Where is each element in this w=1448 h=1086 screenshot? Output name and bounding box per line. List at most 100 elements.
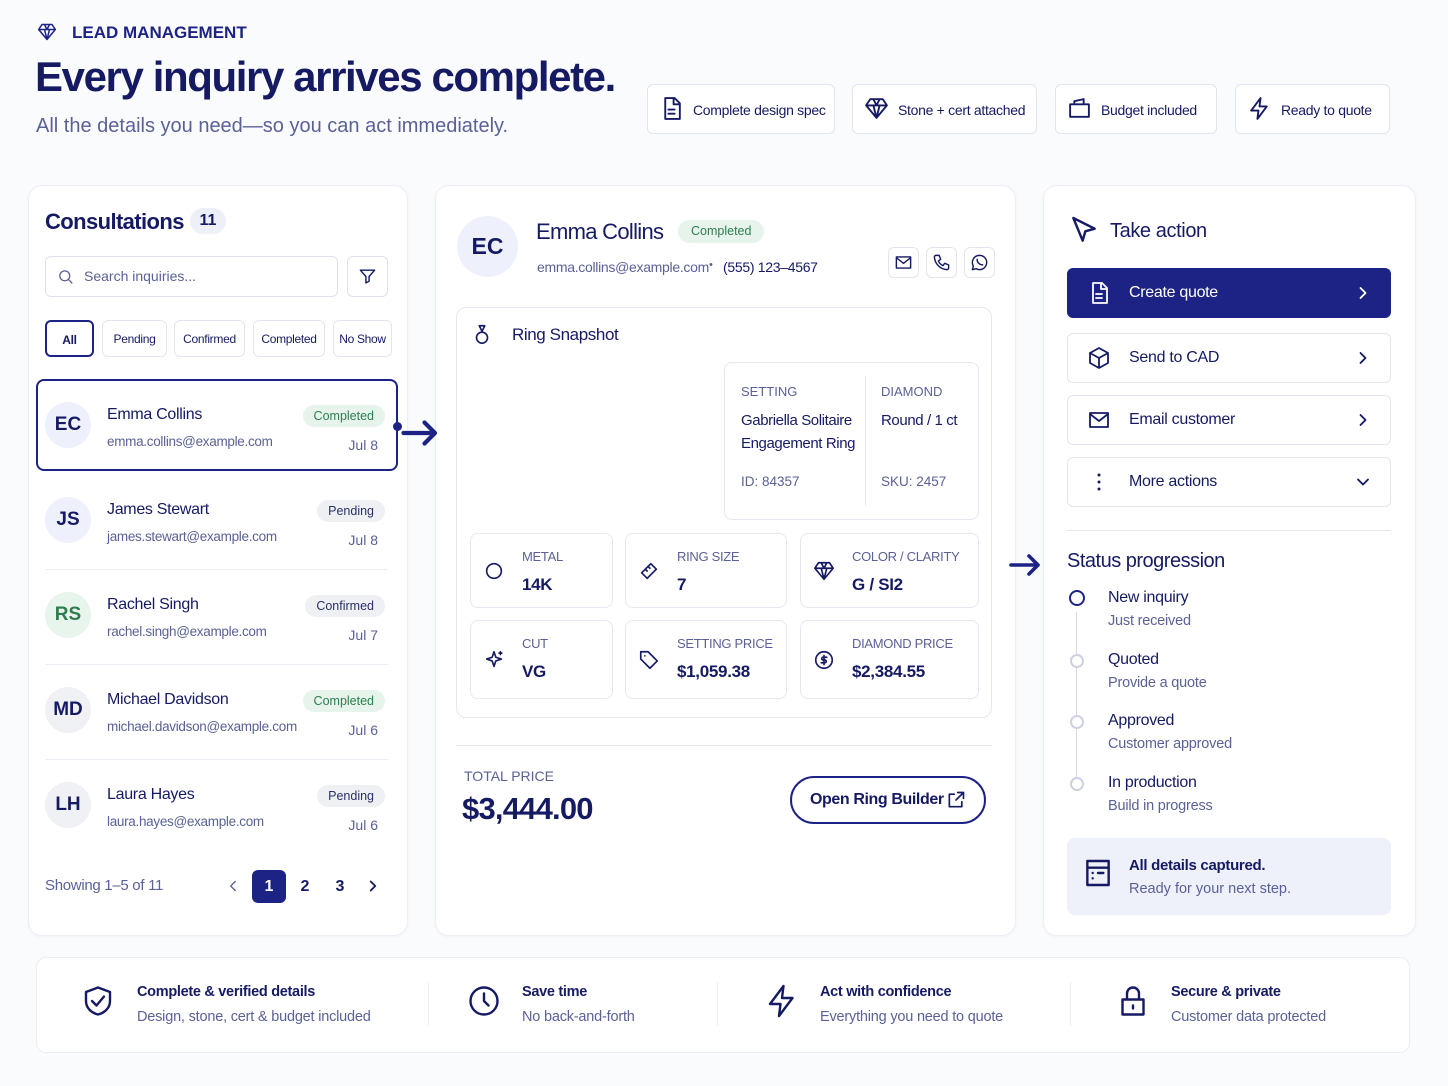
- builder-button-icon: [948, 791, 965, 808]
- action-button[interactable]: [1067, 457, 1391, 507]
- lead-name: Rachel Singh: [107, 596, 199, 613]
- lead-email: michael.davidson@example.com: [107, 719, 297, 734]
- status-arrow: [1009, 554, 1040, 576]
- status-pill: Completed: [302, 405, 385, 427]
- action-chevron: [1359, 287, 1367, 299]
- filter-tab[interactable]: Completed: [253, 320, 325, 357]
- lead-date: Jul 6: [348, 817, 378, 833]
- lead-date: Jul 8: [348, 437, 378, 453]
- note-text: Ready for your next step.: [1129, 881, 1291, 897]
- features-bar: [36, 957, 1410, 1053]
- pagination-summary: Showing 1–5 of 11: [45, 877, 164, 894]
- action-button[interactable]: [1067, 395, 1391, 445]
- filter-tab[interactable]: No Show: [333, 320, 392, 357]
- badge: [1055, 84, 1217, 134]
- filter-tab[interactable]: Confirmed: [174, 320, 245, 357]
- builder-button[interactable]: [790, 776, 986, 824]
- step-title: Approved: [1108, 712, 1175, 729]
- timeline-dot: [1070, 776, 1084, 791]
- badge-label: Stone + cert attached: [898, 102, 1026, 118]
- spec-label: CUT: [522, 636, 548, 651]
- contact-button[interactable]: [926, 247, 957, 278]
- search-box[interactable]: [45, 256, 338, 297]
- status-pill: Confirmed: [305, 595, 385, 617]
- lead-pointer-dot: [393, 422, 402, 431]
- filter-tab[interactable]: All: [45, 320, 94, 357]
- lead-name: Laura Hayes: [107, 786, 195, 803]
- spec-label: DIAMOND: [881, 384, 943, 399]
- note-title: All details captured.: [1129, 857, 1266, 874]
- page-title: Every inquiry arrives complete.: [35, 53, 616, 100]
- spec-icon: [814, 561, 834, 580]
- badge-label: Complete design spec: [693, 102, 826, 118]
- spec-icon: [639, 650, 659, 669]
- lead-divider: [45, 664, 388, 665]
- status-pill: Completed: [302, 690, 385, 712]
- feature-divider: [1070, 982, 1071, 1026]
- action-icon: [1097, 473, 1101, 491]
- page-number[interactable]: 3: [323, 870, 357, 903]
- actions-divider: [1067, 530, 1391, 531]
- spec-id: SKU: 2457: [881, 474, 947, 489]
- action-label: More actions: [1129, 473, 1217, 490]
- lead-date: Jul 7: [348, 627, 378, 643]
- action-button[interactable]: [1067, 333, 1391, 383]
- filter-tab[interactable]: Pending: [102, 320, 167, 357]
- action-icon: [1089, 347, 1109, 369]
- eyebrow: LEAD MANAGEMENT: [72, 23, 247, 42]
- step-subtitle: Build in progress: [1108, 797, 1213, 814]
- detail-separator: •: [709, 259, 713, 271]
- contact-icon: [895, 256, 912, 269]
- badge-icon: [664, 97, 681, 120]
- spec-label: COLOR / CLARITY: [852, 549, 960, 564]
- panel-title: Status progression: [1067, 550, 1225, 572]
- badge-label: Ready to quote: [1281, 102, 1372, 118]
- spec-label: RING SIZE: [677, 549, 740, 564]
- page-number[interactable]: 2: [288, 870, 322, 903]
- spec-label: DIAMOND PRICE: [852, 636, 953, 651]
- filter-button[interactable]: [347, 256, 388, 297]
- feature-icon: [84, 986, 112, 1016]
- feature-title: Save time: [522, 984, 588, 1000]
- consultations-panel: [28, 185, 408, 936]
- spec-card: [625, 620, 787, 699]
- timeline-dot: [1069, 590, 1085, 606]
- action-chevron: [1359, 414, 1367, 426]
- feature-title: Act with confidence: [820, 984, 952, 1000]
- page-number[interactable]: 1: [252, 870, 286, 903]
- contact-icon: [933, 254, 950, 271]
- step-title: In production: [1108, 773, 1197, 791]
- filter-icon: [359, 269, 376, 284]
- page-prev: [230, 880, 236, 892]
- snapshot-icon: [475, 324, 489, 344]
- lead-avatar: LH: [45, 782, 91, 828]
- spec-card: [470, 533, 613, 608]
- spec-icon: [485, 650, 503, 667]
- snapshot-card: [456, 307, 992, 718]
- spec-icon: [815, 650, 833, 669]
- contact-icon: [971, 254, 988, 271]
- spec-value: G / SI2: [852, 575, 903, 594]
- action-label: Create quote: [1129, 284, 1218, 301]
- action-chevron: [1359, 352, 1367, 364]
- feature-icon: [768, 984, 794, 1018]
- spec-value: $2,384.55: [852, 662, 925, 681]
- badge-icon: [865, 98, 888, 119]
- spec-value: Gabriella Solitaire Engagement Ring: [741, 412, 856, 452]
- contact-button[interactable]: [964, 247, 995, 278]
- step-title: New inquiry: [1108, 589, 1189, 606]
- feature-text: Everything you need to quote: [820, 1009, 1004, 1025]
- lead-divider: [45, 569, 388, 570]
- count-badge: 11: [190, 208, 226, 234]
- feature-divider: [717, 982, 718, 1026]
- badge: [647, 84, 835, 134]
- badge-icon: [1069, 98, 1090, 118]
- page-subtitle: All the details you need—so you can act …: [36, 115, 509, 137]
- search-placeholder: Search inquiries...: [84, 268, 197, 284]
- lead-name: Michael Davidson: [107, 691, 229, 708]
- step-title: Quoted: [1108, 650, 1159, 668]
- lead-name: James Stewart: [107, 501, 209, 518]
- action-button[interactable]: [1067, 268, 1391, 318]
- take-action-icon: [1072, 216, 1096, 242]
- contact-button[interactable]: [888, 247, 919, 278]
